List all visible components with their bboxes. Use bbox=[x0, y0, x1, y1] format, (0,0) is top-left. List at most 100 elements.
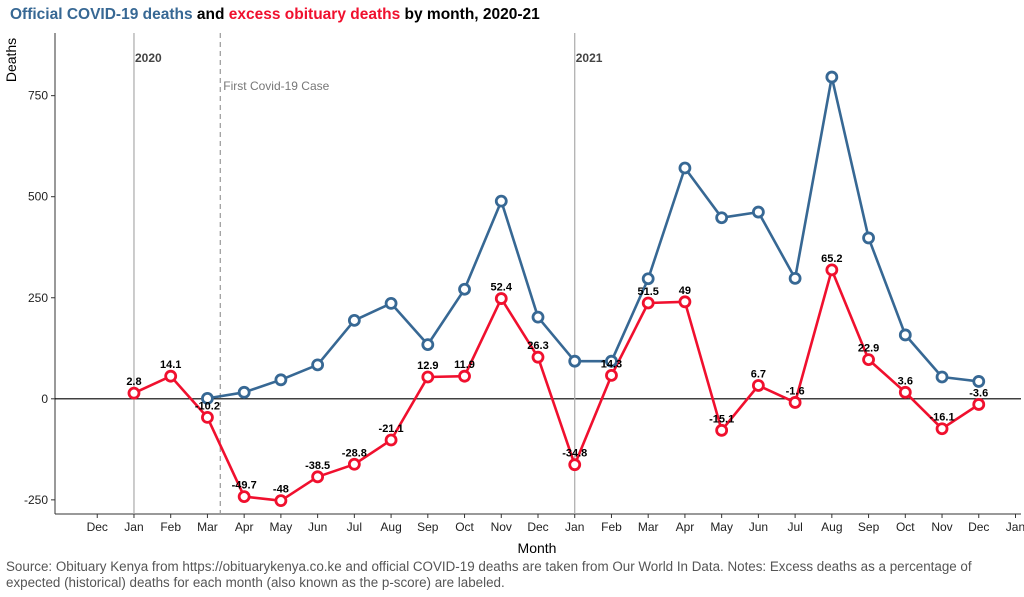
title-and: and bbox=[192, 6, 229, 23]
data-point-excess bbox=[384, 433, 398, 447]
x-tick-label: Sep bbox=[858, 520, 880, 534]
x-tick-label: Feb bbox=[601, 520, 622, 534]
p-score-label: -48 bbox=[273, 484, 289, 496]
y-tick-label: 250 bbox=[28, 291, 48, 305]
source-caption: Source: Obituary Kenya from https://obit… bbox=[6, 559, 972, 590]
data-point-official bbox=[201, 391, 214, 405]
data-point-official bbox=[458, 282, 471, 296]
x-tick-label: Jan bbox=[124, 520, 143, 534]
data-point-official bbox=[678, 161, 692, 175]
data-point-excess bbox=[715, 423, 729, 437]
data-point-excess bbox=[237, 490, 251, 504]
data-point-excess bbox=[862, 353, 875, 366]
data-point-official bbox=[898, 328, 912, 342]
x-tick-label: Apr bbox=[676, 520, 695, 534]
p-score-label: 65.2 bbox=[821, 253, 842, 265]
series-points bbox=[127, 70, 986, 508]
data-point-excess bbox=[274, 494, 288, 508]
p-score-label: 11.9 bbox=[454, 359, 475, 371]
p-score-label: -1.6 bbox=[786, 385, 805, 397]
x-tick-label: Nov bbox=[491, 520, 512, 534]
data-point-excess bbox=[788, 396, 802, 409]
x-tick-label: Aug bbox=[380, 520, 401, 534]
x-tick-label: Jun bbox=[749, 520, 768, 534]
data-point-official bbox=[641, 272, 655, 286]
data-point-official bbox=[274, 373, 288, 387]
x-tick-label: Dec bbox=[968, 520, 989, 534]
data-point-excess bbox=[347, 457, 361, 471]
data-point-excess bbox=[825, 263, 839, 277]
x-tick-label: Oct bbox=[896, 520, 915, 534]
title-by-month: by month, 2020-21 bbox=[400, 6, 540, 23]
x-tick-label: Dec bbox=[527, 520, 548, 534]
data-point-official bbox=[605, 354, 618, 368]
data-point-excess bbox=[127, 386, 141, 400]
p-score-label: -10.2 bbox=[195, 400, 220, 412]
x-tick-label: Jul bbox=[787, 520, 802, 534]
data-point-excess bbox=[311, 470, 325, 484]
title-excess-deaths: excess obituary deaths bbox=[228, 6, 401, 23]
data-point-official bbox=[531, 310, 545, 324]
data-point-official bbox=[751, 205, 765, 219]
year-marker-label: 2020 bbox=[135, 51, 162, 65]
x-tick-label: May bbox=[710, 520, 733, 534]
p-score-label: 51.5 bbox=[637, 286, 658, 298]
data-point-official bbox=[568, 354, 582, 368]
p-score-label: 26.3 bbox=[527, 340, 548, 352]
data-point-excess bbox=[164, 369, 178, 383]
data-point-official bbox=[494, 194, 508, 208]
y-axis-title: Deaths bbox=[3, 38, 19, 82]
p-score-label: 22.9 bbox=[858, 343, 879, 355]
data-point-excess bbox=[935, 422, 949, 436]
title-official-deaths: Official COVID-19 deaths bbox=[10, 6, 193, 23]
data-point-official bbox=[715, 211, 729, 225]
x-tick-label: May bbox=[270, 520, 293, 534]
annotations: 2020 2021 First Covid-19 Case bbox=[55, 33, 1021, 514]
data-point-official bbox=[311, 358, 325, 372]
p-score-label: 2.8 bbox=[126, 376, 141, 388]
data-point-official bbox=[421, 338, 435, 352]
y-tick-label: 750 bbox=[28, 89, 48, 103]
year-marker-label: 2021 bbox=[576, 51, 603, 65]
x-tick-label: Jan bbox=[1006, 520, 1024, 534]
data-labels: 2.8 14.1 -10.2 -49.7 -48 -38.5 -28.8 -21.1 12.9 1… bbox=[126, 253, 988, 496]
line-chart: -250 0 250 500 750 Dec Jan Feb Mar Apr May Jun Jul Au… bbox=[3, 33, 1024, 556]
series-lines bbox=[133, 75, 980, 502]
p-score-label: -3.6 bbox=[969, 387, 988, 399]
data-point-excess bbox=[605, 368, 618, 382]
axes: -250 0 250 500 750 Dec Jan Feb Mar Apr May Jun Jul Au… bbox=[24, 33, 1024, 534]
chart-title: Official COVID-19 deaths and excess obit… bbox=[10, 6, 540, 24]
x-tick-label: Jan bbox=[565, 520, 584, 534]
data-point-excess bbox=[751, 379, 765, 392]
data-point-official bbox=[384, 297, 398, 310]
p-score-label: -15.1 bbox=[709, 413, 734, 425]
x-tick-label: Oct bbox=[455, 520, 474, 534]
y-tick-label: 0 bbox=[41, 392, 48, 406]
data-point-official bbox=[862, 231, 875, 245]
data-point-official bbox=[972, 375, 986, 388]
data-point-official bbox=[935, 370, 949, 384]
data-point-excess bbox=[641, 296, 655, 310]
x-tick-label: Nov bbox=[931, 520, 952, 534]
p-score-label: 14.1 bbox=[160, 359, 181, 371]
p-score-label: -49.7 bbox=[232, 480, 257, 492]
first-case-label: First Covid-19 Case bbox=[223, 79, 329, 93]
x-tick-label: Jun bbox=[308, 520, 327, 534]
p-score-label: -38.5 bbox=[305, 460, 330, 472]
x-tick-label: Feb bbox=[160, 520, 181, 534]
data-point-excess bbox=[494, 292, 508, 305]
x-tick-label: Apr bbox=[235, 520, 254, 534]
series-line-official bbox=[207, 75, 979, 400]
data-point-excess bbox=[201, 410, 214, 424]
p-score-label: 6.7 bbox=[751, 368, 766, 380]
x-tick-label: Dec bbox=[87, 520, 108, 534]
x-tick-label: Mar bbox=[638, 520, 659, 534]
p-score-label: -34.8 bbox=[562, 448, 587, 460]
data-point-excess bbox=[458, 369, 471, 383]
data-point-excess bbox=[898, 385, 912, 399]
data-point-excess bbox=[568, 458, 582, 472]
p-score-label: -21.1 bbox=[379, 423, 404, 435]
data-point-official bbox=[788, 271, 802, 285]
x-tick-label: Aug bbox=[821, 520, 842, 534]
p-score-label: 12.9 bbox=[417, 360, 438, 372]
